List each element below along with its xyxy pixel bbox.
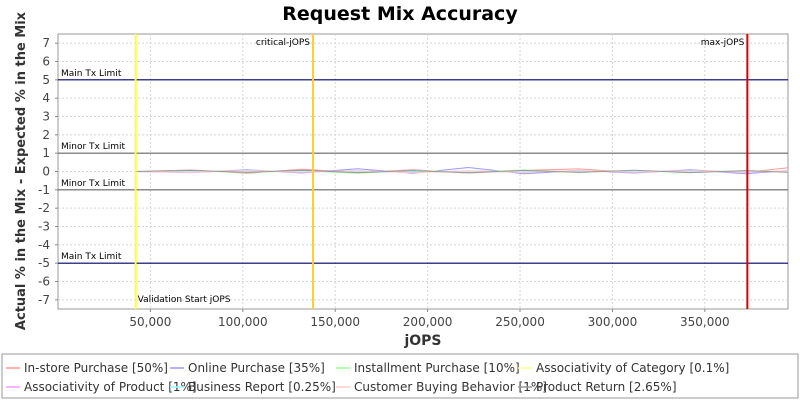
chart-title: Request Mix Accuracy bbox=[282, 3, 518, 25]
limit-line-label: Minor Tx Limit bbox=[61, 142, 126, 152]
legend-entry: Product Return [2.65%] bbox=[536, 380, 677, 394]
y-tick-label: 1 bbox=[42, 146, 50, 160]
y-tick-label: 2 bbox=[42, 128, 50, 142]
legend-entry: Associativity of Product [1%] bbox=[24, 380, 197, 394]
marker-line-label: Validation Start jOPS bbox=[138, 295, 231, 305]
y-tick-label: -6 bbox=[38, 275, 50, 289]
legend-box bbox=[1, 353, 799, 399]
series-line bbox=[135, 169, 789, 174]
x-tick-label: 150,000 bbox=[310, 315, 360, 329]
x-tick-label: 200,000 bbox=[403, 315, 453, 329]
y-tick-label: -3 bbox=[38, 220, 50, 234]
x-tick-label: 100,000 bbox=[218, 315, 268, 329]
limit-line-label: Minor Tx Limit bbox=[61, 179, 126, 189]
marker-lines-layer: Validation Start jOPS critical-jOPS max-jO… bbox=[134, 34, 749, 309]
legend-entry: Online Purchase [35%] bbox=[188, 361, 325, 375]
y-tick-label: 4 bbox=[42, 91, 50, 105]
x-tick-label: 300,000 bbox=[588, 315, 638, 329]
legend-entry: Business Report [0.25%] bbox=[188, 380, 336, 394]
series-line bbox=[135, 166, 789, 175]
x-axis-label: jOPS bbox=[403, 333, 441, 349]
marker-line-label: max-jOPS bbox=[701, 38, 745, 48]
series-line bbox=[135, 169, 789, 174]
y-tick-label: -2 bbox=[38, 201, 50, 215]
y-tick-label: 3 bbox=[42, 110, 50, 124]
x-tick-label: 250,000 bbox=[495, 315, 545, 329]
marker-line-label: critical-jOPS bbox=[256, 38, 310, 48]
x-tick-label: 50,000 bbox=[129, 315, 171, 329]
series-layer bbox=[135, 166, 789, 175]
limit-line-label: Main Tx Limit bbox=[61, 69, 122, 79]
y-tick-label: 0 bbox=[42, 165, 50, 179]
y-tick-label: 6 bbox=[42, 55, 50, 69]
legend-entry: Associativity of Category [0.1%] bbox=[536, 361, 729, 375]
limit-lines-layer: Main Tx Limit Minor Tx Limit Minor Tx Limi… bbox=[58, 69, 788, 264]
y-tick-label: -4 bbox=[38, 238, 50, 252]
legend-layer: In-store Purchase [50%] Online Purchase [… bbox=[6, 361, 729, 394]
axis-layer: 50,000 100,000 150,000 200,000 250,000 300,00… bbox=[38, 36, 730, 329]
legend-entry: Customer Buying Behavior [1%] bbox=[354, 380, 547, 394]
legend-entry: In-store Purchase [50%] bbox=[24, 361, 168, 375]
y-tick-label: -7 bbox=[38, 293, 50, 307]
x-tick-label: 350,000 bbox=[680, 315, 730, 329]
y-tick-label: -1 bbox=[38, 183, 50, 197]
y-tick-label: 5 bbox=[42, 73, 50, 87]
y-tick-label: 7 bbox=[42, 36, 50, 50]
legend-entry: Installment Purchase [10%] bbox=[354, 361, 520, 375]
y-tick-label: -5 bbox=[38, 256, 50, 270]
limit-line-label: Main Tx Limit bbox=[61, 252, 122, 262]
y-axis-label: Actual % in the Mix - Expected % in the … bbox=[14, 11, 29, 330]
